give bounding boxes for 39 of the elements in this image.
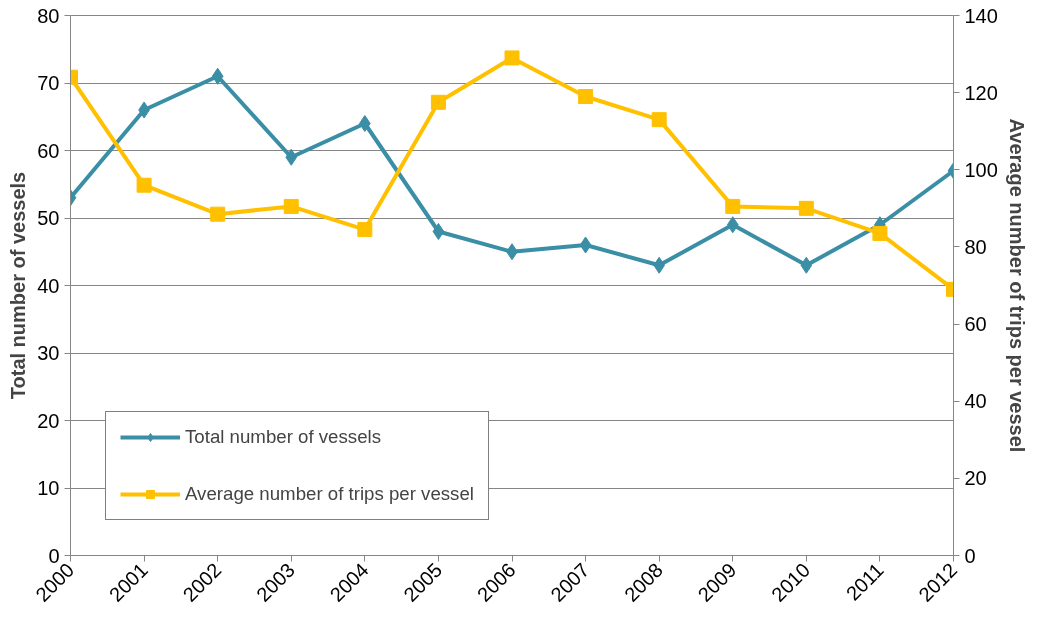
y-tick-label: 10: [37, 477, 60, 499]
y2-tick-label: 0: [964, 544, 976, 567]
y-tick-label: 30: [37, 342, 60, 364]
y-tick-label: 50: [37, 207, 60, 229]
point: [726, 216, 739, 234]
legend-label: Total number of vessels: [185, 426, 381, 448]
y2-axis-title: Average number of trips per vessel: [1005, 118, 1028, 453]
y-tick-label: 0: [48, 544, 60, 567]
y2-tick-label: 100: [964, 158, 998, 181]
y-tick-label: 80: [37, 4, 60, 27]
point: [504, 50, 520, 66]
point: [357, 222, 373, 238]
point: [283, 198, 299, 214]
y2-tick-label: 60: [964, 313, 987, 336]
y-tick-label: 70: [37, 72, 60, 94]
y-axis-title: Total number of vessels: [7, 171, 30, 400]
y2-tick-label: 20: [964, 467, 987, 490]
point: [579, 236, 592, 254]
point: [136, 177, 152, 193]
y2-tick-label: 120: [964, 81, 998, 104]
point: [872, 225, 888, 241]
point: [432, 223, 445, 240]
y2-tick-label: 140: [964, 4, 998, 27]
point: [651, 112, 667, 128]
point: [800, 256, 813, 274]
point: [359, 115, 371, 132]
point: [211, 67, 224, 85]
y2-tick-label: 40: [964, 390, 987, 413]
point: [578, 89, 594, 104]
point: [798, 200, 814, 216]
point: [725, 198, 741, 214]
point: [430, 94, 446, 110]
y-tick-label: 20: [37, 409, 60, 432]
y2-tick-label: 80: [964, 235, 987, 258]
legend-label: Average number of trips per vessel: [185, 483, 474, 505]
point: [285, 148, 298, 166]
y-tick-label: 60: [37, 139, 60, 162]
point: [210, 206, 226, 222]
y-tick-label: 40: [37, 274, 60, 297]
